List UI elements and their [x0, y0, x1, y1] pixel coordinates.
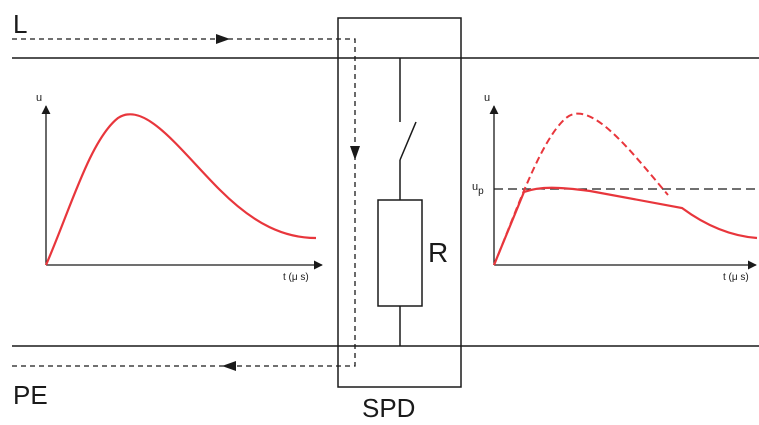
limited-surge-curve — [492, 186, 758, 266]
right-x-label: t (μ s) — [723, 272, 749, 283]
label-r: R — [428, 237, 448, 268]
left-y-label: u — [36, 92, 42, 104]
left-surge-curve — [44, 113, 317, 266]
current-arrow-top — [216, 34, 230, 44]
label-l: L — [13, 9, 27, 39]
switch-blade — [399, 121, 417, 161]
spd-box — [337, 17, 462, 388]
surge-current-path — [12, 38, 356, 367]
protection-level-label: up — [472, 181, 484, 197]
prospective-surge-curve — [493, 112, 669, 266]
left-x-label: t (μ s) — [283, 272, 309, 283]
resistor — [377, 199, 423, 307]
label-spd: SPD — [362, 393, 415, 423]
current-arrow-down — [350, 146, 360, 160]
label-pe: PE — [13, 380, 48, 410]
right-y-label: u — [484, 92, 490, 104]
current-arrow-bottom — [222, 361, 236, 371]
